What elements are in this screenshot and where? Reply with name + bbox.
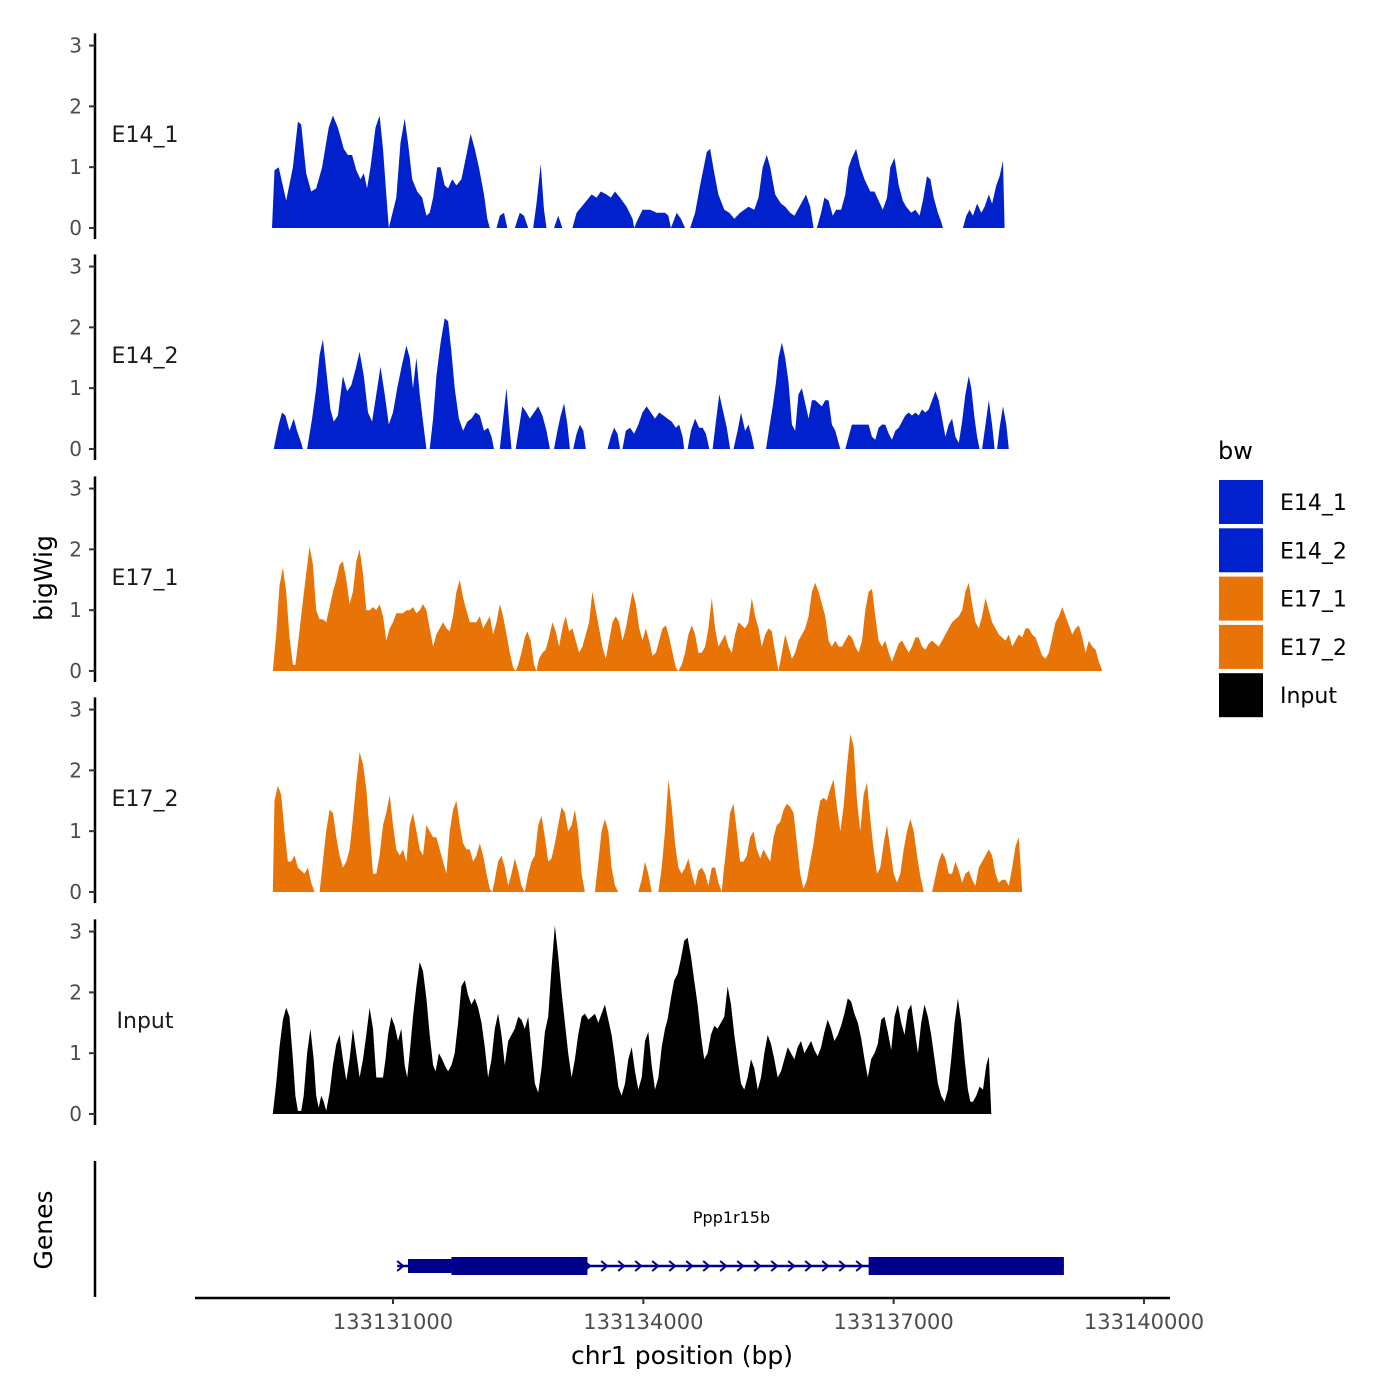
strand-arrow bbox=[668, 1260, 677, 1272]
x-tick-label: 133131000 bbox=[333, 1310, 453, 1334]
legend-item-e17-1: E17_1 bbox=[1219, 576, 1347, 621]
gene-track: Ppp1r15b bbox=[93, 1161, 1064, 1297]
legend-item-e14-1: E14_1 bbox=[1219, 480, 1347, 524]
coverage-area bbox=[272, 925, 992, 1114]
bigwig-tracks: 0 1 2 3 E14_1 0 1 2 3 E14_2 0 1 2 3 E17_1 0 1 2 3 E17_2 0 1 2 3… bbox=[69, 33, 1103, 1126]
track-label: Input bbox=[117, 1009, 174, 1034]
legend-label: E17_2 bbox=[1280, 636, 1347, 661]
track-label: E14_1 bbox=[112, 123, 179, 148]
gene-name-label: Ppp1r15b bbox=[693, 1208, 770, 1227]
gene-exon bbox=[868, 1257, 1064, 1275]
y-tick-label: 2 bbox=[69, 94, 82, 118]
y-tick-label: 2 bbox=[69, 758, 82, 782]
y-tick-label: 0 bbox=[69, 659, 82, 683]
strand-arrow bbox=[617, 1260, 626, 1272]
strand-arrow bbox=[702, 1260, 711, 1272]
strand-arrow bbox=[838, 1260, 847, 1272]
legend-item-e17-2: E17_2 bbox=[1219, 624, 1347, 669]
legend-label: Input bbox=[1280, 684, 1337, 709]
track-e17-2: 0 1 2 3 E17_2 bbox=[69, 697, 1023, 904]
y-tick-label: 3 bbox=[69, 34, 82, 58]
coverage-area bbox=[273, 318, 1009, 449]
strand-arrow bbox=[685, 1260, 694, 1272]
track-e14-1: 0 1 2 3 E14_1 bbox=[69, 33, 1005, 240]
genes-axis-title: Genes bbox=[29, 1190, 58, 1269]
gene-exon bbox=[451, 1257, 588, 1275]
x-axis-title: chr1 position (bp) bbox=[571, 1341, 793, 1370]
legend-item-e14-2: E14_2 bbox=[1219, 528, 1347, 573]
strand-arrow bbox=[651, 1260, 660, 1272]
y-tick-label: 1 bbox=[69, 376, 82, 400]
x-tick-label: 133137000 bbox=[834, 1310, 954, 1334]
strand-arrow bbox=[396, 1260, 405, 1272]
legend-swatch bbox=[1219, 576, 1263, 621]
track-label: E17_2 bbox=[112, 787, 179, 812]
y-tick-label: 2 bbox=[69, 980, 82, 1004]
y-tick-label: 0 bbox=[69, 1102, 82, 1126]
track-label: E14_2 bbox=[112, 344, 179, 369]
legend-swatch bbox=[1219, 528, 1263, 573]
coverage-area bbox=[272, 115, 1005, 228]
y-tick-label: 1 bbox=[69, 155, 82, 179]
legend-item-input: Input bbox=[1219, 673, 1337, 718]
strand-arrow bbox=[634, 1260, 643, 1272]
strand-arrow bbox=[719, 1260, 728, 1272]
y-tick-label: 0 bbox=[69, 216, 82, 240]
y-tick-label: 3 bbox=[69, 255, 82, 279]
y-tick-label: 3 bbox=[69, 477, 82, 501]
y-tick-label: 0 bbox=[69, 880, 82, 904]
y-tick-label: 1 bbox=[69, 598, 82, 622]
legend-swatch bbox=[1219, 480, 1263, 524]
strand-arrow bbox=[770, 1260, 779, 1272]
y-tick-label: 2 bbox=[69, 537, 82, 561]
strand-arrow bbox=[787, 1260, 796, 1272]
y-tick-label: 3 bbox=[69, 920, 82, 944]
strand-arrow bbox=[804, 1260, 813, 1272]
track-label: E17_1 bbox=[112, 566, 179, 591]
x-tick-label: 133140000 bbox=[1084, 1310, 1204, 1334]
y-axis-title: bigWig bbox=[29, 535, 58, 621]
legend-swatch bbox=[1219, 673, 1263, 718]
track-e14-2: 0 1 2 3 E14_2 bbox=[69, 254, 1009, 461]
legend-label: E14_1 bbox=[1280, 491, 1347, 516]
legend-label: E17_1 bbox=[1280, 588, 1347, 613]
strand-arrow bbox=[600, 1260, 609, 1272]
x-tick-label: 133134000 bbox=[583, 1310, 703, 1334]
legend-swatch bbox=[1219, 624, 1263, 669]
y-tick-label: 0 bbox=[69, 437, 82, 461]
legend-title: bw bbox=[1218, 437, 1253, 465]
y-tick-label: 1 bbox=[69, 1041, 82, 1065]
coverage-area bbox=[272, 733, 1023, 892]
strand-arrow bbox=[821, 1260, 830, 1272]
gene-ppp1r15b: Ppp1r15b bbox=[396, 1208, 1064, 1275]
strand-arrow bbox=[753, 1260, 762, 1272]
coverage-area bbox=[272, 546, 1103, 671]
legend: bw E14_1 E14_2 E17_1 E17_2 Input bbox=[1218, 437, 1347, 718]
legend-label: E14_2 bbox=[1280, 539, 1347, 564]
y-tick-label: 2 bbox=[69, 315, 82, 339]
strand-arrow bbox=[855, 1260, 864, 1272]
y-tick-label: 3 bbox=[69, 698, 82, 722]
track-e17-1: 0 1 2 3 E17_1 bbox=[69, 476, 1103, 683]
y-tick-label: 1 bbox=[69, 819, 82, 843]
x-axis: 133131000 133134000 133137000 133140000 bbox=[195, 1296, 1204, 1334]
gene-exon bbox=[408, 1259, 452, 1273]
track-input: 0 1 2 3 Input bbox=[69, 919, 992, 1126]
strand-arrow bbox=[736, 1260, 745, 1272]
